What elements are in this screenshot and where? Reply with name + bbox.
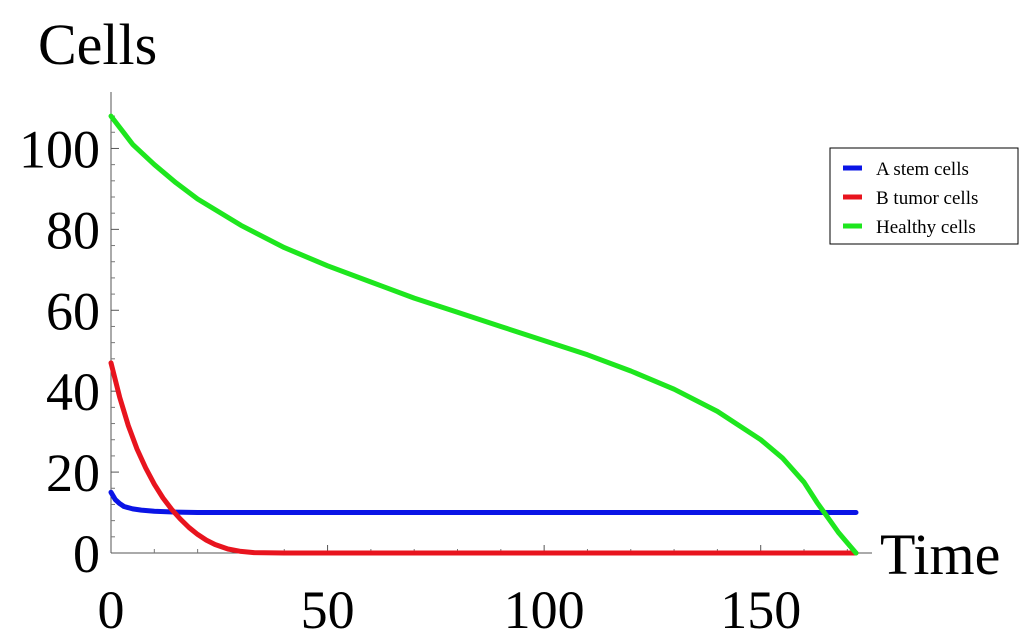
x-tick-label: 150 [720, 580, 801, 640]
y-axis-title: Cells [38, 12, 157, 77]
x-tick-label: 0 [98, 580, 125, 640]
legend-label: Healthy cells [876, 217, 976, 238]
y-tick-label: 60 [46, 281, 100, 341]
y-tick-label: 0 [73, 524, 100, 584]
x-tick-label: 50 [301, 580, 355, 640]
x-tick-label: 100 [504, 580, 585, 640]
legend-label: A stem cells [876, 159, 969, 180]
chart-series-lines [108, 113, 859, 556]
y-tick-label: 40 [46, 362, 100, 422]
series-line-a-stem-cells [108, 489, 859, 515]
chart-axes: 0 20 40 60 80 100 0 50 100 150 [19, 92, 872, 640]
series-line-b-tumor-cells [108, 360, 859, 556]
y-tick-label: 20 [46, 443, 100, 503]
y-tick-label: 80 [46, 200, 100, 260]
chart-legend: A stem cells B tumor cells Healthy cells [829, 147, 1019, 245]
y-tick-label: 100 [19, 119, 100, 179]
legend-label: B tumor cells [876, 188, 978, 209]
series-line-healthy-cells [108, 113, 859, 556]
x-axis-title: Time [880, 522, 1000, 587]
